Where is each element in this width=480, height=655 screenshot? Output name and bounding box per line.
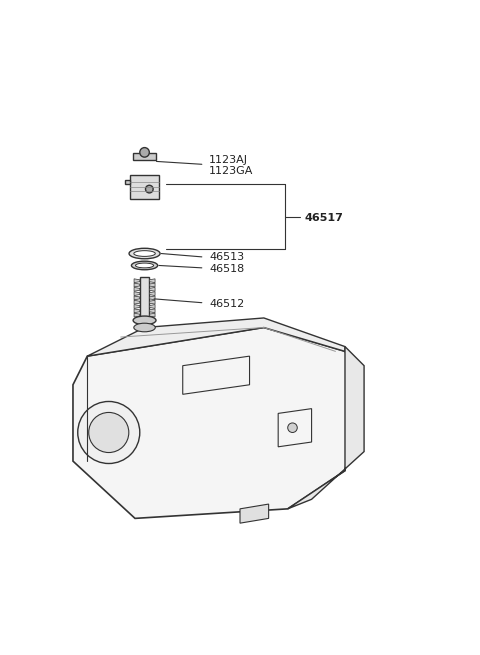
Ellipse shape <box>132 261 157 270</box>
Polygon shape <box>149 305 155 309</box>
Circle shape <box>89 413 129 453</box>
Polygon shape <box>149 283 155 287</box>
Ellipse shape <box>134 323 156 332</box>
Polygon shape <box>134 283 140 287</box>
Polygon shape <box>149 300 155 304</box>
Circle shape <box>288 423 297 432</box>
Circle shape <box>140 147 149 157</box>
Polygon shape <box>132 153 156 160</box>
Text: 46512: 46512 <box>209 299 244 309</box>
Polygon shape <box>149 288 155 291</box>
Polygon shape <box>140 277 149 320</box>
Polygon shape <box>134 309 140 312</box>
Polygon shape <box>134 305 140 309</box>
Polygon shape <box>125 179 130 184</box>
Ellipse shape <box>134 251 156 256</box>
Polygon shape <box>149 296 155 300</box>
Polygon shape <box>149 313 155 317</box>
Polygon shape <box>134 296 140 300</box>
Ellipse shape <box>133 316 156 325</box>
Polygon shape <box>130 175 159 198</box>
Text: 46518: 46518 <box>209 264 244 274</box>
Polygon shape <box>149 309 155 312</box>
Text: 46513: 46513 <box>209 252 244 262</box>
Polygon shape <box>134 291 140 295</box>
Polygon shape <box>134 279 140 283</box>
Polygon shape <box>134 288 140 291</box>
Circle shape <box>145 185 153 193</box>
Polygon shape <box>134 300 140 304</box>
Ellipse shape <box>135 263 154 268</box>
Polygon shape <box>73 328 360 518</box>
Polygon shape <box>149 279 155 283</box>
Text: 46517: 46517 <box>304 213 343 223</box>
Polygon shape <box>87 318 345 356</box>
Polygon shape <box>240 504 269 523</box>
Circle shape <box>78 402 140 464</box>
Polygon shape <box>134 313 140 317</box>
Text: 1123GA: 1123GA <box>209 166 253 176</box>
Polygon shape <box>149 291 155 295</box>
Ellipse shape <box>129 248 160 259</box>
Text: 1123AJ: 1123AJ <box>209 155 248 166</box>
Polygon shape <box>288 346 364 509</box>
